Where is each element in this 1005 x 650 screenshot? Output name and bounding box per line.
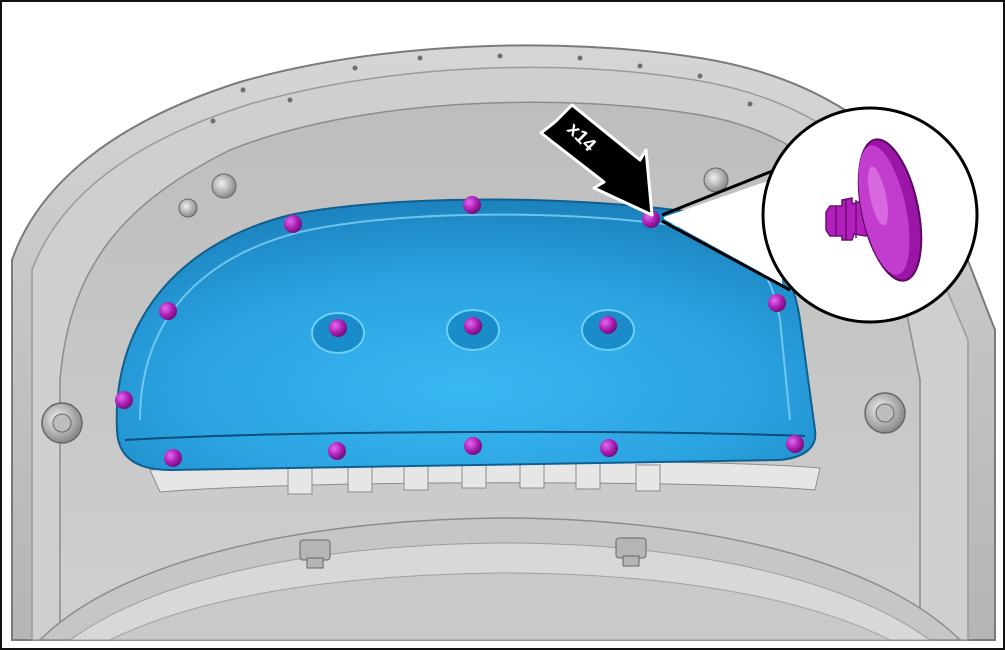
clip-marker	[768, 294, 786, 312]
latch-bracket-right	[615, 537, 647, 567]
insulator-clips	[115, 196, 804, 467]
clip-marker	[159, 302, 177, 320]
clip-marker	[284, 215, 302, 233]
clip-marker	[464, 437, 482, 455]
push-pin-clip-icon	[825, 138, 923, 282]
bolt-upper-right	[703, 167, 729, 193]
clip-marker	[329, 319, 347, 337]
latch-bracket-left	[299, 539, 331, 569]
clip-marker	[328, 442, 346, 460]
clip-marker	[464, 317, 482, 335]
clip-marker	[463, 196, 481, 214]
bolt-right	[864, 392, 906, 434]
clip-marker	[600, 439, 618, 457]
callout-arrow: x14	[539, 103, 654, 217]
clip-marker	[642, 210, 660, 228]
clip-marker	[164, 449, 182, 467]
clip-marker	[786, 435, 804, 453]
clip-marker	[599, 316, 617, 334]
clip-marker	[115, 391, 133, 409]
bolt-upper-left	[178, 173, 237, 218]
bolt-left	[41, 402, 83, 444]
clip-detail-magnifier	[761, 106, 979, 324]
magnifier-leader	[661, 168, 791, 292]
